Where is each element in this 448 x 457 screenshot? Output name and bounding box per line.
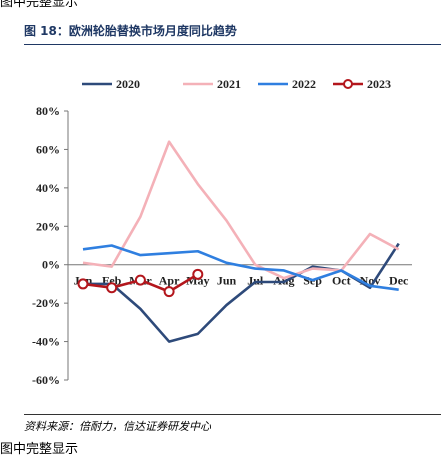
y-tick-label: -60% — [32, 373, 60, 387]
y-tick-label: 20% — [36, 219, 60, 233]
data-point-2023 — [77, 278, 89, 290]
x-tick-label: Apr — [159, 274, 180, 288]
legend-label-2020: 2020 — [116, 77, 140, 91]
series-group — [77, 140, 400, 343]
x-tick-label: Jun — [217, 274, 237, 288]
title-underline — [24, 44, 441, 45]
x-axis: JanFebMarAprMayJunJulAugSepOctNovDec — [68, 264, 412, 288]
y-tick-label: 0% — [42, 258, 60, 272]
y-tick-label: 40% — [36, 181, 60, 195]
x-tick-label: Oct — [332, 274, 351, 288]
y-tick-label: -40% — [32, 335, 60, 349]
y-tick-label: 80% — [36, 104, 60, 118]
data-point-2023 — [134, 274, 146, 286]
legend-label-2023: 2023 — [367, 77, 391, 91]
legend-label-2022: 2022 — [292, 77, 316, 91]
legend-label-2021: 2021 — [217, 77, 241, 91]
top-caption-fragment: 图中完整显示 — [0, 0, 79, 10]
y-tick-label: -20% — [32, 296, 60, 310]
figure-title: 图 18：欧洲轮胎替换市场月度同比趋势 — [24, 24, 237, 38]
y-tick-label: 60% — [36, 142, 60, 156]
series-line-2021 — [82, 140, 400, 280]
source-note: 资料来源：倍耐力，信达证券研发中心 — [24, 420, 211, 433]
y-axis: -60% -40% -20% 0% 20% 40% 60% 80% — [32, 104, 69, 387]
x-tick-label: Dec — [389, 274, 409, 288]
data-point-2023 — [163, 286, 175, 298]
legend-marker-2023 — [343, 79, 353, 89]
legend: 2020 2021 2022 2023 — [82, 77, 391, 91]
bottom-caption-fragment: 图中完整显示 — [0, 442, 79, 457]
series-line-2022 — [82, 244, 399, 291]
source-divider — [24, 414, 441, 415]
data-point-2023 — [106, 282, 118, 294]
data-point-2023 — [192, 268, 204, 280]
